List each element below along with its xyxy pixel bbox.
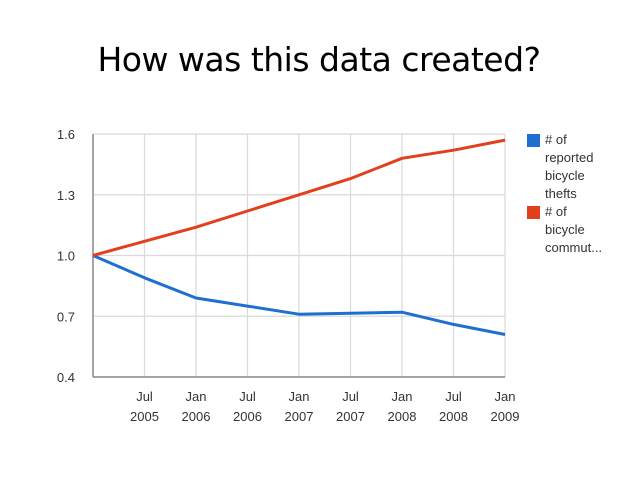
x-tick-year: 2007 bbox=[336, 409, 365, 424]
x-tick-year: 2006 bbox=[182, 409, 211, 424]
x-tick-year: 2008 bbox=[439, 409, 468, 424]
series-line-thefts bbox=[92, 254, 506, 336]
y-tick-label: 1.3 bbox=[57, 188, 75, 203]
y-tick-label: 1.0 bbox=[57, 249, 75, 264]
legend-item-commuters[interactable]: # of bicycle commut... bbox=[527, 203, 637, 257]
x-tick-month: Jul bbox=[239, 389, 256, 404]
slide-title: How was this data created? bbox=[97, 40, 541, 79]
x-tick-month: Jan bbox=[495, 389, 516, 404]
chart-legend: # of reported bicycle thefts # of bicycl… bbox=[527, 131, 637, 257]
x-tick-month: Jan bbox=[392, 389, 413, 404]
chart-grid bbox=[93, 133, 506, 378]
x-tick-month: Jul bbox=[342, 389, 359, 404]
x-tick-month: Jul bbox=[445, 389, 462, 404]
x-axis-ticks: Jul 2005 Jan 2006 Jul 2006 Jan 2007 Jul 2007 Jan 20… bbox=[130, 389, 519, 424]
y-axis-ticks: 1.6 1.3 1.0 0.7 0.4 bbox=[57, 127, 75, 385]
y-tick-label: 0.4 bbox=[57, 370, 75, 385]
x-tick-year: 2009 bbox=[491, 409, 520, 424]
x-tick-year: 2005 bbox=[130, 409, 159, 424]
x-tick-year: 2006 bbox=[233, 409, 262, 424]
y-tick-label: 0.7 bbox=[57, 309, 75, 324]
y-tick-label: 1.6 bbox=[57, 127, 75, 142]
x-tick-month: Jan bbox=[186, 389, 207, 404]
legend-swatch-commuters bbox=[527, 206, 540, 219]
legend-item-thefts[interactable]: # of reported bicycle thefts bbox=[527, 131, 637, 203]
legend-label-commuters: # of bicycle commut... bbox=[545, 204, 603, 255]
x-tick-month: Jan bbox=[289, 389, 310, 404]
series-line-commuters bbox=[92, 138, 506, 257]
legend-label-thefts: # of reported bicycle thefts bbox=[545, 132, 594, 201]
x-tick-year: 2008 bbox=[388, 409, 417, 424]
chart-lines bbox=[92, 138, 506, 336]
x-tick-month: Jul bbox=[136, 389, 153, 404]
x-tick-year: 2007 bbox=[285, 409, 314, 424]
legend-swatch-thefts bbox=[527, 134, 540, 147]
